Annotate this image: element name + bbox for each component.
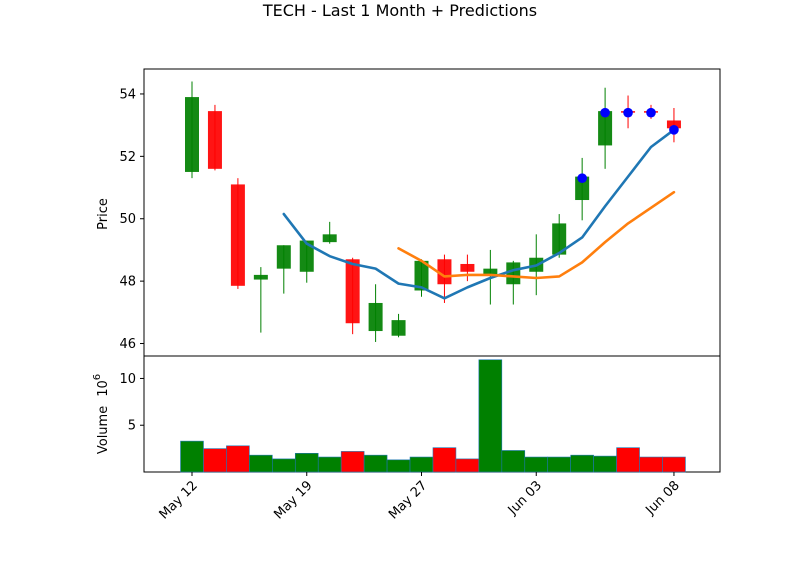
candle-body-up [414, 260, 429, 291]
candle-body-up [483, 268, 498, 275]
candle-body-down [207, 111, 222, 169]
prediction-point [646, 107, 656, 118]
prediction-point [600, 107, 610, 118]
volume-bar-up [524, 456, 549, 473]
volume-bar-up [180, 440, 204, 473]
candles-group [185, 81, 681, 342]
volume-bar-up [317, 456, 342, 473]
candle-body-up [185, 97, 199, 172]
x-tick-label: May 12 [157, 478, 201, 522]
chart-title: TECH - Last 1 Month + Predictions [262, 1, 537, 20]
volume-y-ticks: 5 10 [119, 372, 144, 434]
price-y-ticks: 46 48 50 52 54 [119, 87, 144, 352]
candle-body-up [276, 245, 291, 269]
candle-body-down [230, 184, 245, 286]
candle-body-up [322, 234, 337, 243]
price-tick-label: 54 [119, 87, 136, 102]
candle-body-down [345, 259, 360, 324]
price-axis-label: Price [96, 198, 111, 230]
volume-bar-up [547, 456, 571, 473]
volume-bar-up [272, 458, 296, 473]
candle-body-up [506, 262, 521, 285]
candle-body-down [460, 263, 475, 272]
volume-bar-down [639, 456, 663, 473]
price-tick-label: 50 [119, 212, 136, 227]
volume-bar-up [294, 452, 319, 473]
volume-bar-up [249, 454, 273, 473]
prediction-markers [577, 107, 679, 183]
candle-body-down [437, 259, 452, 285]
candle-body-up [598, 111, 613, 146]
volume-bar-up [593, 455, 617, 473]
prediction-point [623, 107, 633, 118]
volume-bar-down [616, 447, 640, 473]
volume-tick-label: 5 [128, 419, 136, 434]
volume-tick-label: 10 [119, 372, 136, 387]
volume-bar-down [340, 451, 365, 473]
prediction-point [577, 173, 587, 183]
volume-axis-label-text: Volume [96, 406, 111, 454]
candle-body-up [575, 176, 590, 201]
volume-axis-label-exponent: 6 [92, 374, 103, 380]
x-tick-label: Jun 03 [505, 478, 545, 518]
volume-axis-label: Volume 106 [92, 374, 111, 454]
candle-body-down [666, 120, 681, 129]
price-tick-label: 52 [119, 150, 136, 165]
volume-bar-up [478, 359, 503, 473]
x-axis-ticks: May 12 May 19 May 27 Jun 03 Jun 08 [157, 472, 683, 522]
moving-average-lines [282, 128, 676, 300]
volume-bar-up [409, 456, 434, 473]
candle-body-up [299, 240, 314, 272]
price-tick-label: 48 [119, 275, 136, 290]
volume-bar-down [662, 456, 686, 473]
x-tick-label: May 19 [271, 478, 315, 522]
volume-bar-down [203, 448, 227, 473]
volume-bar-up [363, 454, 388, 473]
prediction-point [669, 125, 679, 135]
price-panel: 46 48 50 52 54 Price [96, 68, 721, 357]
volume-bar-down [455, 458, 480, 473]
volume-bars-group [180, 359, 686, 473]
volume-bar-up [570, 454, 594, 473]
candle-body-up [368, 302, 383, 332]
volume-axis-label-base: 10 [96, 380, 111, 397]
moving-average-slow-line [397, 190, 676, 280]
volume-bar-down [432, 447, 457, 473]
candle-body-up [391, 320, 406, 336]
price-tick-label: 46 [119, 337, 136, 352]
x-tick-label: May 27 [386, 478, 430, 522]
x-tick-label: Jun 08 [642, 478, 682, 518]
candle-body-up [552, 223, 567, 255]
candle-body-up [253, 274, 268, 280]
volume-bar-down [226, 445, 250, 473]
moving-average-fast-line [282, 128, 676, 300]
volume-panel: 510 Volume106 [92, 355, 721, 473]
volume-bar-up [386, 459, 411, 473]
volume-bar-up [501, 450, 526, 473]
